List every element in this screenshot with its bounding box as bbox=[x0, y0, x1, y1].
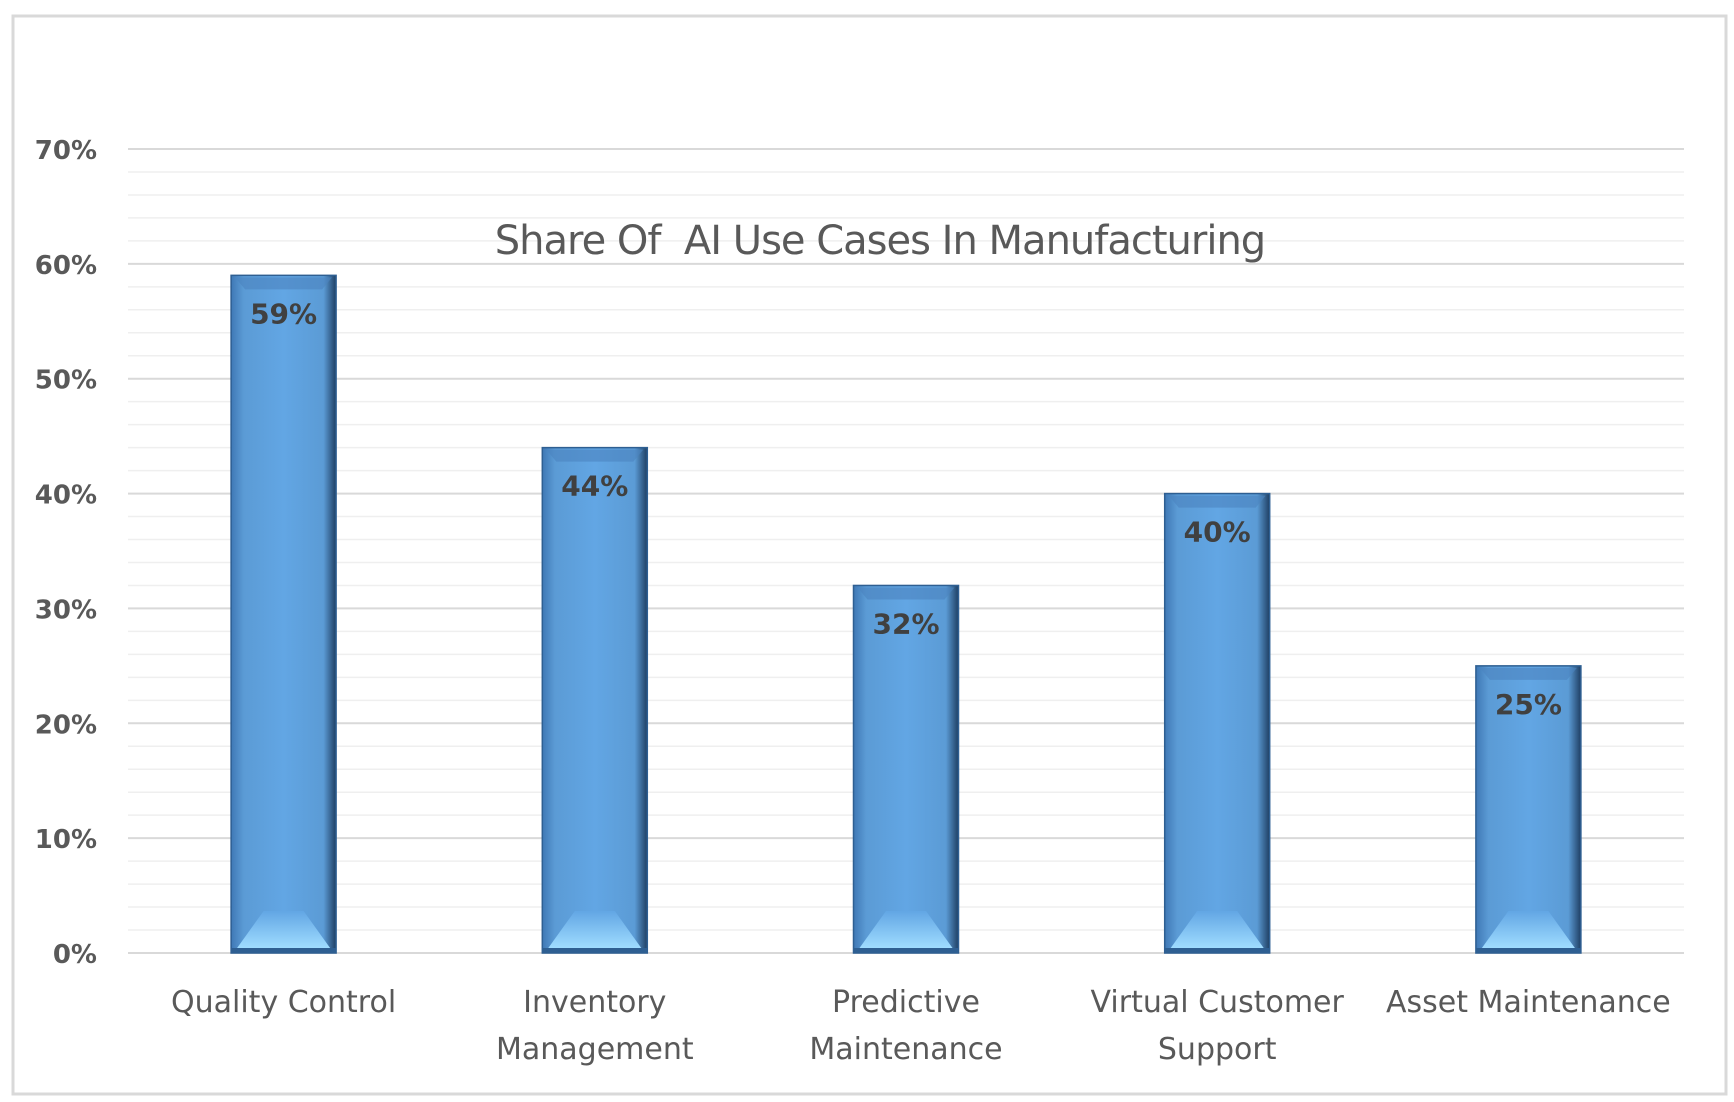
y-tick-label: 10% bbox=[35, 825, 97, 855]
chart-title: Share Of AI Use Cases In Manufacturing bbox=[495, 218, 1265, 264]
x-category-label: Asset Maintenance bbox=[1386, 985, 1671, 1020]
bar-bevel-top bbox=[1168, 495, 1266, 508]
bar-base bbox=[542, 948, 648, 953]
bar-base bbox=[853, 948, 959, 953]
x-category-label: Support bbox=[1158, 1032, 1277, 1067]
bar-base bbox=[1475, 948, 1581, 953]
bar-base bbox=[231, 948, 337, 953]
bar-highlight bbox=[548, 911, 642, 948]
y-tick-label: 30% bbox=[35, 595, 97, 625]
y-tick-label: 70% bbox=[35, 136, 97, 166]
y-tick-label: 40% bbox=[35, 481, 97, 511]
bar bbox=[541, 446, 649, 954]
x-category-label: Inventory bbox=[523, 985, 666, 1020]
bar-highlight bbox=[237, 911, 331, 948]
bar bbox=[1475, 665, 1582, 954]
bar-bevel-top bbox=[1479, 667, 1577, 680]
bar bbox=[852, 584, 960, 954]
y-tick-label: 0% bbox=[53, 940, 97, 970]
bar-bevel-top bbox=[857, 587, 955, 600]
bar-bevel-top bbox=[546, 449, 644, 462]
bar-highlight bbox=[859, 911, 953, 948]
y-tick-label: 20% bbox=[35, 710, 97, 740]
bar-group: 32% bbox=[852, 584, 960, 954]
x-category-label: Quality Control bbox=[171, 985, 396, 1020]
bar bbox=[230, 274, 337, 954]
data-label: 44% bbox=[561, 470, 628, 503]
data-label: 32% bbox=[872, 607, 939, 640]
data-label: 40% bbox=[1184, 516, 1251, 549]
x-category-label: Predictive bbox=[832, 985, 980, 1020]
y-tick-label: 60% bbox=[35, 251, 97, 281]
bar-bevel-top bbox=[235, 277, 333, 290]
bar-group: 25% bbox=[1475, 665, 1582, 954]
data-label: 59% bbox=[250, 297, 317, 330]
x-category-label: Maintenance bbox=[809, 1032, 1002, 1067]
bar bbox=[1163, 492, 1271, 954]
bar-highlight bbox=[1170, 911, 1264, 948]
x-category-label: Virtual Customer bbox=[1091, 985, 1345, 1020]
bar-group: 44% bbox=[541, 446, 649, 954]
bar-group: 59% bbox=[230, 274, 337, 954]
bar-group: 40% bbox=[1163, 492, 1271, 954]
bar-highlight bbox=[1481, 911, 1575, 948]
x-category-label: Management bbox=[496, 1032, 694, 1067]
y-tick-label: 50% bbox=[35, 366, 97, 396]
data-label: 25% bbox=[1495, 688, 1562, 721]
bar-base bbox=[1164, 948, 1270, 953]
